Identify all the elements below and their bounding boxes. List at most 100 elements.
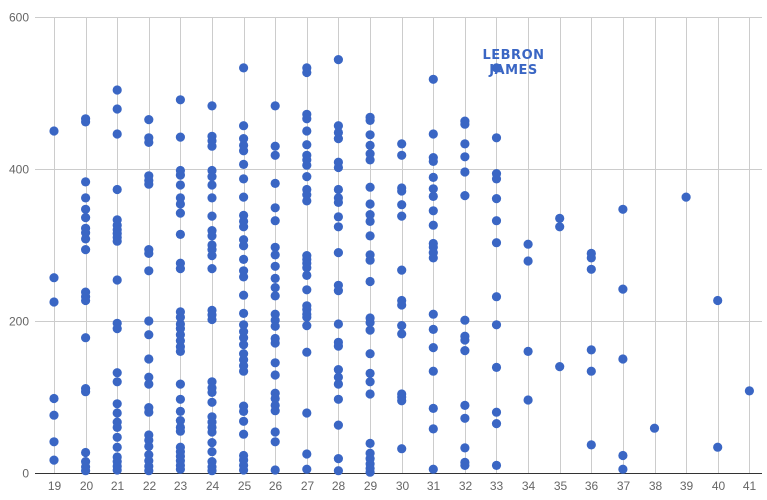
data-point: [460, 152, 470, 162]
data-point: [270, 291, 280, 301]
data-point: [333, 55, 343, 65]
data-point: [333, 248, 343, 258]
data-point: [333, 341, 343, 351]
data-point: [112, 275, 122, 285]
data-point: [207, 438, 217, 448]
data-point: [302, 464, 312, 474]
data-point: [333, 372, 343, 382]
data-point: [49, 126, 59, 136]
data-point: [112, 465, 122, 475]
data-point: [49, 273, 59, 283]
data-point: [333, 134, 343, 144]
data-point: [49, 410, 59, 420]
data-point: [649, 423, 660, 433]
data-point: [333, 222, 343, 232]
x-tick-label: 30: [396, 479, 410, 493]
data-point: [175, 394, 185, 404]
data-points: [49, 55, 755, 477]
annotation-label: LEBRON: [482, 48, 544, 63]
data-point: [239, 406, 249, 416]
data-point: [207, 264, 217, 274]
data-point: [81, 466, 91, 476]
x-tick-label: 23: [174, 479, 188, 493]
data-point: [397, 329, 407, 339]
data-point: [302, 321, 312, 331]
data-point: [144, 179, 154, 189]
data-point: [270, 393, 280, 404]
data-point: [397, 186, 407, 196]
data-point: [81, 193, 91, 203]
data-point: [207, 180, 217, 190]
data-point: [428, 172, 438, 182]
data-point: [397, 300, 407, 310]
data-point: [397, 211, 407, 221]
data-point: [239, 308, 249, 318]
data-point: [555, 213, 565, 223]
data-point: [144, 372, 154, 382]
data-point: [397, 396, 407, 406]
data-point: [239, 121, 249, 131]
data-point: [428, 343, 438, 353]
data-point: [365, 349, 375, 359]
data-point: [333, 121, 343, 131]
data-point: [365, 199, 375, 209]
data-point: [112, 442, 122, 452]
x-tick-label: 20: [80, 479, 94, 493]
data-point: [365, 317, 375, 328]
x-tick-label: 33: [490, 479, 504, 493]
y-tick-label: 400: [9, 163, 29, 177]
x-tick-label: 22: [143, 479, 157, 493]
data-point: [618, 204, 628, 214]
data-point: [491, 407, 502, 417]
y-tick-label: 600: [9, 11, 29, 25]
data-point: [81, 447, 91, 458]
data-point: [239, 366, 249, 376]
data-point: [270, 370, 280, 380]
data-point: [270, 250, 280, 260]
x-tick-label: 39: [680, 479, 694, 493]
data-point: [270, 283, 280, 293]
data-point: [491, 292, 502, 302]
data-point: [207, 193, 217, 203]
data-point: [144, 137, 154, 147]
data-point: [302, 114, 312, 124]
data-point: [270, 338, 280, 348]
data-point: [175, 464, 185, 474]
data-point: [491, 194, 502, 204]
data-point: [207, 172, 217, 182]
data-point: [175, 95, 185, 105]
data-point: [428, 74, 438, 84]
data-point: [365, 130, 375, 140]
data-point: [586, 253, 596, 263]
data-point: [239, 134, 249, 144]
data-point: [397, 200, 407, 210]
data-point: [144, 441, 154, 451]
data-point: [397, 321, 407, 331]
x-tick-label: 29: [364, 479, 378, 493]
data-point: [207, 141, 217, 151]
data-point: [618, 450, 628, 461]
data-point: [333, 379, 343, 389]
data-point: [175, 170, 185, 180]
data-point: [428, 184, 438, 194]
data-point: [207, 466, 217, 476]
data-point: [365, 255, 375, 265]
data-point: [365, 155, 375, 165]
data-point: [112, 324, 122, 334]
data-point: [460, 413, 470, 423]
data-point: [144, 115, 154, 125]
data-point: [302, 140, 312, 150]
x-tick-label: 31: [427, 479, 441, 493]
data-point: [49, 437, 59, 447]
data-point: [460, 315, 470, 325]
data-point: [175, 346, 185, 356]
data-point: [302, 160, 312, 170]
data-point: [302, 263, 312, 273]
annotation-label: JAMES: [488, 63, 538, 78]
data-point: [491, 320, 502, 330]
data-point: [365, 368, 375, 378]
data-point: [397, 444, 407, 454]
data-point: [428, 324, 438, 334]
data-point: [555, 222, 565, 232]
